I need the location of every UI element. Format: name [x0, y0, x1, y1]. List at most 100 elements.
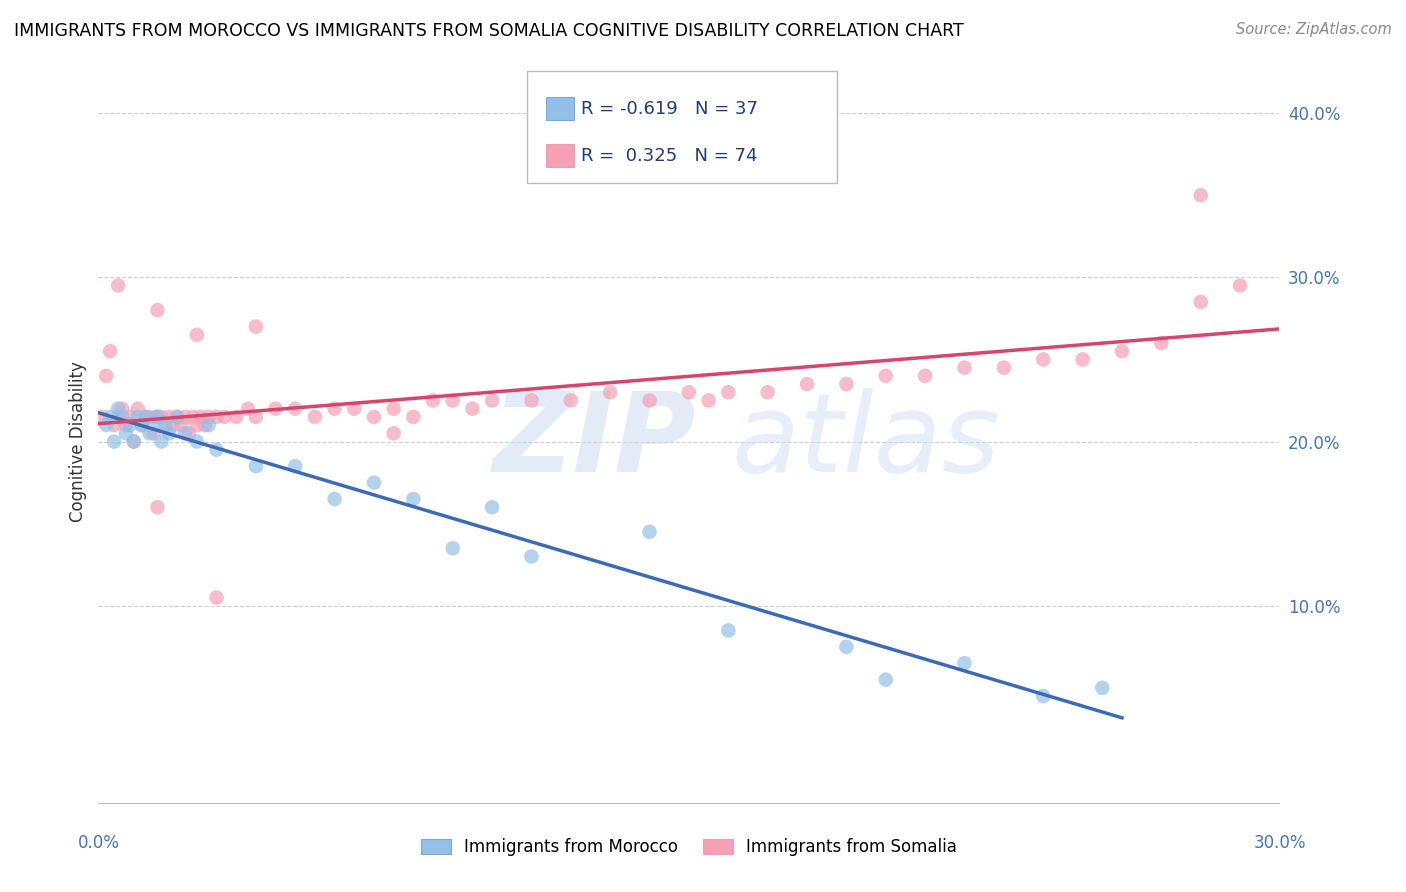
- Point: [284, 459, 307, 474]
- Point: [835, 640, 858, 654]
- Point: [245, 319, 267, 334]
- Point: [993, 360, 1015, 375]
- Point: [1150, 336, 1173, 351]
- Point: [304, 409, 326, 424]
- Point: [166, 409, 188, 424]
- Point: [111, 401, 134, 416]
- Point: [166, 409, 188, 424]
- Point: [1032, 352, 1054, 367]
- Point: [363, 475, 385, 490]
- Point: [190, 409, 212, 424]
- Point: [146, 409, 169, 424]
- Point: [1032, 689, 1054, 703]
- Text: 0.0%: 0.0%: [77, 834, 120, 852]
- Point: [245, 409, 267, 424]
- Point: [1111, 344, 1133, 359]
- Point: [678, 385, 700, 400]
- Point: [697, 393, 720, 408]
- Point: [103, 434, 125, 449]
- Point: [638, 524, 661, 539]
- Point: [481, 500, 503, 515]
- Text: ZIP: ZIP: [492, 388, 696, 495]
- Point: [118, 418, 141, 433]
- Point: [170, 418, 193, 433]
- Point: [284, 401, 307, 416]
- Point: [157, 409, 180, 424]
- Point: [186, 327, 208, 342]
- Point: [796, 377, 818, 392]
- Point: [323, 491, 346, 506]
- Point: [135, 409, 157, 424]
- Point: [599, 385, 621, 400]
- Point: [157, 426, 180, 441]
- Point: [1071, 352, 1094, 367]
- Point: [402, 409, 425, 424]
- Point: [122, 434, 145, 449]
- Point: [96, 418, 118, 433]
- Text: R =  0.325   N = 74: R = 0.325 N = 74: [581, 147, 758, 165]
- Point: [174, 409, 197, 424]
- Point: [245, 459, 267, 474]
- Legend: Immigrants from Morocco, Immigrants from Somalia: Immigrants from Morocco, Immigrants from…: [413, 831, 965, 863]
- Point: [402, 491, 425, 506]
- Point: [214, 409, 236, 424]
- Point: [181, 409, 204, 424]
- Point: [343, 401, 366, 416]
- Point: [146, 409, 169, 424]
- Y-axis label: Cognitive Disability: Cognitive Disability: [69, 361, 87, 522]
- Point: [194, 418, 217, 433]
- Point: [131, 418, 153, 433]
- Point: [142, 418, 165, 433]
- Point: [264, 401, 287, 416]
- Text: IMMIGRANTS FROM MOROCCO VS IMMIGRANTS FROM SOMALIA COGNITIVE DISABILITY CORRELAT: IMMIGRANTS FROM MOROCCO VS IMMIGRANTS FR…: [14, 22, 963, 40]
- Point: [236, 401, 259, 416]
- Point: [91, 409, 114, 424]
- Point: [197, 409, 219, 424]
- Point: [107, 278, 129, 293]
- Point: [155, 418, 177, 433]
- Point: [138, 426, 160, 441]
- Point: [560, 393, 582, 408]
- Point: [1229, 278, 1251, 293]
- Point: [382, 401, 405, 416]
- Point: [142, 426, 165, 441]
- Point: [162, 418, 184, 433]
- Point: [115, 426, 138, 441]
- Point: [441, 393, 464, 408]
- Point: [481, 393, 503, 408]
- Point: [150, 434, 173, 449]
- Point: [177, 426, 200, 441]
- Point: [205, 442, 228, 457]
- Text: R = -0.619   N = 37: R = -0.619 N = 37: [581, 100, 758, 118]
- Text: Source: ZipAtlas.com: Source: ZipAtlas.com: [1236, 22, 1392, 37]
- Point: [122, 434, 145, 449]
- Point: [441, 541, 464, 556]
- Point: [835, 377, 858, 392]
- Point: [205, 591, 228, 605]
- Point: [205, 409, 228, 424]
- Text: atlas: atlas: [731, 388, 1001, 495]
- Point: [363, 409, 385, 424]
- Point: [107, 409, 129, 424]
- Point: [98, 409, 121, 424]
- Point: [914, 368, 936, 383]
- Point: [953, 657, 976, 671]
- Point: [520, 549, 543, 564]
- Point: [155, 418, 177, 433]
- Point: [186, 434, 208, 449]
- Point: [96, 368, 118, 383]
- Point: [146, 500, 169, 515]
- Point: [115, 418, 138, 433]
- Point: [953, 360, 976, 375]
- Point: [1189, 295, 1212, 310]
- Point: [150, 409, 173, 424]
- Point: [225, 409, 247, 424]
- Point: [103, 418, 125, 433]
- Point: [127, 409, 149, 424]
- Point: [138, 409, 160, 424]
- Point: [717, 385, 740, 400]
- Point: [174, 426, 197, 441]
- Point: [323, 401, 346, 416]
- Point: [127, 401, 149, 416]
- Point: [1189, 188, 1212, 202]
